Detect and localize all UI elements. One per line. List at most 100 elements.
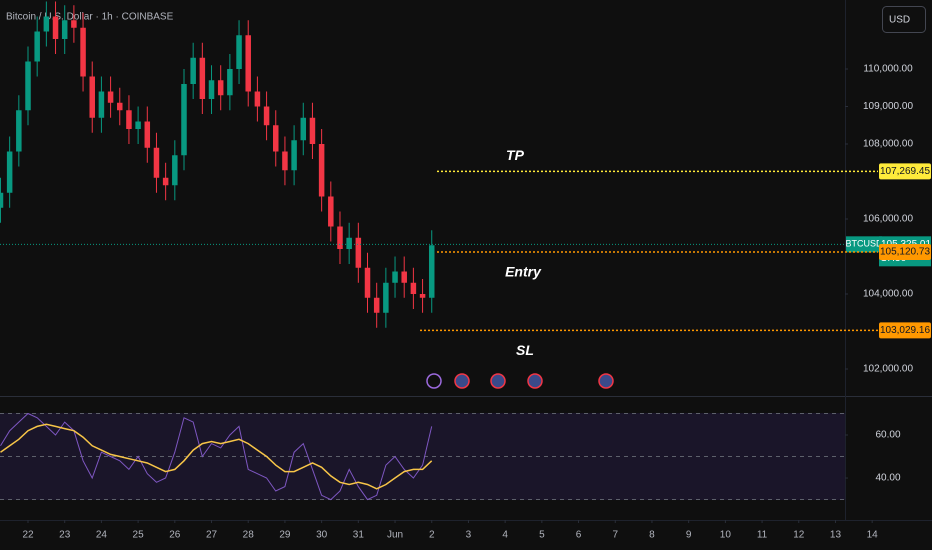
candle-body: [282, 151, 288, 171]
x-tick-label: 11: [757, 530, 768, 541]
x-tick-label: 14: [867, 530, 879, 541]
candle-body: [291, 140, 297, 171]
chart-title: Bitcoin / U.S. Dollar · 1h · COINBASE: [6, 12, 174, 23]
candle-body: [98, 91, 105, 118]
candle-body: [245, 35, 251, 92]
level-price-label: 105,120.73: [880, 247, 930, 258]
candle-body: [208, 80, 215, 100]
event-icons: [426, 373, 614, 389]
candle-body: [217, 80, 224, 96]
level-price-label: 103,029.16: [880, 325, 930, 336]
x-tick-label: 25: [133, 530, 145, 541]
x-tick-label: 31: [353, 530, 365, 541]
rsi-line: [0, 412, 433, 501]
x-tick-label: 23: [59, 530, 71, 541]
candle-body: [172, 155, 178, 186]
candle-body: [16, 110, 22, 152]
candle-body: [126, 110, 132, 130]
x-tick-label: 10: [720, 530, 732, 541]
level-annotation: Entry: [505, 264, 542, 280]
x-tick-label: 24: [96, 530, 108, 541]
currency-button[interactable]: [882, 6, 926, 33]
rsi-tick-label: 40.00: [875, 473, 900, 484]
x-tick-label: 12: [793, 530, 805, 541]
candle-body: [71, 20, 77, 28]
event-icon[interactable]: [598, 373, 614, 389]
candle-body: [419, 294, 426, 298]
candle-body: [355, 237, 362, 268]
candle-body: [328, 196, 334, 227]
x-tick-label: 27: [206, 530, 218, 541]
level-price-label: 107,269.45: [880, 166, 930, 177]
x-tick-label: 5: [539, 530, 545, 541]
currency-label[interactable]: USD: [889, 15, 910, 26]
candle-body: [364, 267, 371, 298]
event-icon[interactable]: [527, 373, 543, 389]
y-tick-label: 108,000.00: [863, 139, 913, 150]
x-tick-label: 7: [612, 530, 618, 541]
event-icon[interactable]: [426, 373, 442, 389]
candle-body: [6, 151, 13, 193]
candle-body: [309, 117, 316, 145]
event-icon[interactable]: [490, 373, 506, 389]
y-tick-label: 109,000.00: [863, 101, 913, 112]
candle-body: [428, 245, 435, 298]
candle-body: [263, 106, 270, 126]
y-tick-label: 106,000.00: [863, 214, 913, 225]
symbol-tag: [846, 236, 882, 253]
candle-body: [300, 117, 307, 141]
candle-body: [337, 226, 343, 250]
level-tag: [879, 163, 931, 180]
rsi-line: [0, 423, 433, 490]
candle-body: [410, 282, 417, 295]
rsi-tick-label: 60.00: [875, 430, 900, 441]
x-tick-label: 6: [576, 530, 582, 541]
candle-body: [199, 57, 206, 100]
candle-body: [318, 144, 325, 197]
x-tick-label: 2: [429, 530, 435, 541]
level-tag: [879, 322, 931, 339]
candle-body: [392, 271, 398, 283]
candle-body: [80, 27, 86, 77]
x-tick-label: 28: [243, 530, 255, 541]
event-icon[interactable]: [454, 373, 470, 389]
level-annotation: SL: [516, 342, 534, 358]
level-tag: [879, 243, 931, 260]
x-tick-label: 29: [279, 530, 291, 541]
candle-body: [43, 16, 50, 32]
level-annotation: TP: [506, 147, 525, 163]
candle-body: [89, 76, 95, 118]
symbol-label: BTCUSD: [845, 239, 883, 249]
x-tick-label: Jun: [387, 530, 403, 541]
y-tick-label: 110,000.00: [863, 64, 913, 75]
candle-body: [162, 177, 169, 186]
candle-body: [383, 282, 389, 313]
candle-body: [52, 16, 59, 40]
candle-body: [272, 125, 279, 152]
y-tick-label: 104,000.00: [863, 289, 913, 300]
candle-body: [190, 57, 196, 85]
candle-body: [153, 147, 160, 178]
candle-body: [144, 121, 151, 148]
candles: [0, 1, 435, 328]
candle-body: [117, 102, 123, 111]
candle-body: [0, 192, 4, 208]
candle-body: [25, 61, 31, 111]
candle-body: [236, 35, 242, 70]
x-tick-label: 13: [830, 530, 842, 541]
candle-body: [61, 20, 68, 40]
x-tick-label: 30: [316, 530, 328, 541]
x-tick-label: 3: [466, 530, 472, 541]
y-tick-label: 102,000.00: [863, 364, 913, 375]
x-tick-label: 26: [169, 530, 181, 541]
candle-body: [401, 271, 407, 283]
rsi-band-fill: [0, 413, 845, 500]
candle-body: [181, 84, 187, 156]
candle-body: [373, 297, 380, 313]
candle-body: [107, 91, 114, 103]
candle-body: [135, 121, 141, 130]
x-tick-label: 4: [502, 530, 508, 541]
candle-body: [346, 237, 352, 250]
